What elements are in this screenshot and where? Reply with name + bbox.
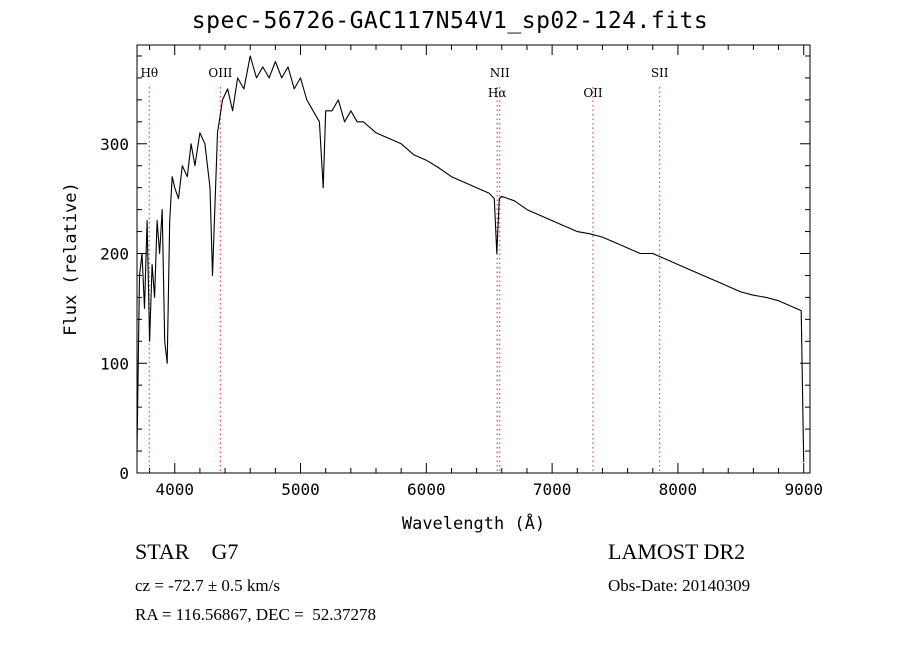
plot-frame: [136, 44, 811, 474]
chart-title: spec-56726-GAC117N54V1_sp02-124.fits: [191, 8, 709, 34]
obs-date-label: Obs-Date: 20140309: [608, 576, 751, 595]
subclass-label: G7: [211, 539, 239, 564]
survey-label: LAMOST DR2: [608, 539, 746, 564]
line-marker-label: NII: [490, 66, 510, 80]
y-axis-label: Flux (relative): [61, 182, 81, 336]
radec-label: RA = 116.56867, DEC = 52.37278: [135, 605, 376, 624]
line-marker-label: Hα: [488, 86, 507, 100]
line-marker-label: Hθ: [140, 66, 158, 80]
y-tick-label: 200: [100, 245, 129, 264]
line-marker-label: OII: [583, 86, 603, 100]
x-tick-label: 5000: [281, 480, 320, 499]
y-tick-label: 100: [100, 354, 129, 373]
class-label: STAR: [135, 539, 190, 564]
x-tick-label: 9000: [784, 480, 823, 499]
spectrum-line: [136, 55, 805, 463]
spectral-class: STAR G7: [135, 539, 238, 565]
y-tick-label: 300: [100, 135, 129, 154]
x-tick-label: 8000: [659, 480, 698, 499]
y-tick-label: 0: [119, 464, 129, 483]
x-tick-label: 7000: [533, 480, 572, 499]
x-tick-label: 6000: [407, 480, 446, 499]
x-tick-label: 4000: [155, 480, 194, 499]
line-marker-label: OIII: [208, 66, 232, 80]
line-marker-label: SII: [651, 66, 669, 80]
x-axis-label: Wavelength (Å): [402, 512, 545, 534]
redshift-label: cz = -72.7 ± 0.5 km/s: [135, 576, 280, 595]
